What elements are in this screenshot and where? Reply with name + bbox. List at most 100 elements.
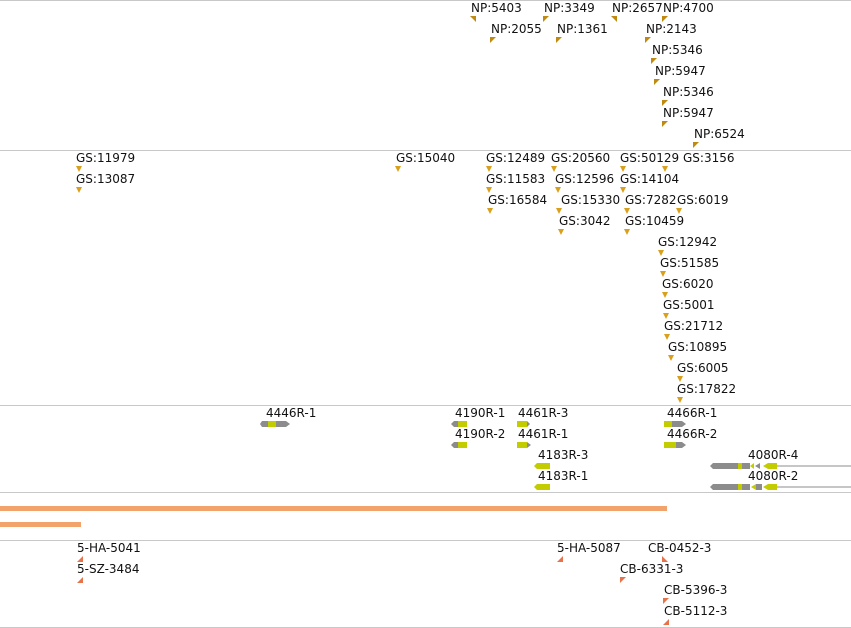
- gene-label[interactable]: 4183R-3: [538, 448, 589, 462]
- gene-label[interactable]: 4190R-2: [455, 427, 506, 441]
- gene-label[interactable]: 4466R-2: [667, 427, 718, 441]
- gs-feature-label[interactable]: GS:3042: [559, 214, 611, 228]
- gene-label[interactable]: 4080R-2: [748, 469, 799, 483]
- gs-marker-icon[interactable]: [395, 166, 401, 172]
- gs-feature-label[interactable]: GS:50129: [620, 151, 680, 165]
- gs-marker-icon[interactable]: [663, 313, 669, 319]
- clone-label[interactable]: 5-HA-5087: [557, 541, 621, 555]
- np-feature-label[interactable]: NP:1361: [557, 22, 608, 36]
- gene-model-glyph[interactable]: [664, 442, 686, 448]
- gene-label[interactable]: 4190R-1: [455, 406, 506, 420]
- gs-feature-label[interactable]: GS:21712: [664, 319, 724, 333]
- gs-marker-icon[interactable]: [658, 250, 664, 256]
- clone-marker-icon[interactable]: [663, 598, 669, 604]
- gs-marker-icon[interactable]: [486, 166, 492, 172]
- gene-model-glyph[interactable]: [534, 484, 550, 490]
- gene-model-glyph[interactable]: [260, 421, 290, 427]
- gs-marker-icon[interactable]: [76, 187, 82, 193]
- coverage-bar[interactable]: [0, 522, 81, 527]
- gs-feature-label[interactable]: GS:3156: [683, 151, 735, 165]
- gene-model-glyph[interactable]: [451, 421, 467, 427]
- clone-label[interactable]: CB-0452-3: [648, 541, 712, 555]
- clone-label[interactable]: CB-6331-3: [620, 562, 684, 576]
- gene-label[interactable]: 4466R-1: [667, 406, 718, 420]
- clone-label[interactable]: CB-5396-3: [664, 583, 728, 597]
- gs-marker-icon[interactable]: [556, 208, 562, 214]
- gs-marker-icon[interactable]: [677, 376, 683, 382]
- gs-marker-icon[interactable]: [551, 166, 557, 172]
- clone-marker-icon[interactable]: [557, 556, 563, 562]
- coverage-bar[interactable]: [0, 506, 667, 511]
- np-feature-label[interactable]: NP:5403: [471, 1, 522, 15]
- gs-feature-label[interactable]: GS:11979: [76, 151, 136, 165]
- np-marker-icon[interactable]: [662, 100, 668, 106]
- gene-model-glyph[interactable]: [517, 442, 531, 448]
- clone-label[interactable]: 5-HA-5041: [77, 541, 141, 555]
- gs-feature-label[interactable]: GS:17822: [677, 382, 737, 396]
- gs-feature-label[interactable]: GS:15330: [561, 193, 621, 207]
- gs-feature-label[interactable]: GS:51585: [660, 256, 720, 270]
- gs-feature-label[interactable]: GS:10895: [668, 340, 728, 354]
- clone-marker-icon[interactable]: [662, 556, 668, 562]
- np-marker-icon[interactable]: [470, 16, 476, 22]
- gs-feature-label[interactable]: GS:15040: [396, 151, 456, 165]
- gs-marker-icon[interactable]: [620, 187, 626, 193]
- np-marker-icon[interactable]: [651, 58, 657, 64]
- clone-marker-icon[interactable]: [620, 577, 626, 583]
- gs-marker-icon[interactable]: [660, 271, 666, 277]
- gene-label[interactable]: 4461R-1: [518, 427, 569, 441]
- gs-marker-icon[interactable]: [486, 187, 492, 193]
- np-marker-icon[interactable]: [693, 142, 699, 148]
- gs-feature-label[interactable]: GS:10459: [625, 214, 685, 228]
- np-feature-label[interactable]: NP:2657: [612, 1, 663, 15]
- clone-marker-icon[interactable]: [77, 577, 83, 583]
- gs-marker-icon[interactable]: [624, 208, 630, 214]
- gs-feature-label[interactable]: GS:6019: [677, 193, 729, 207]
- np-feature-label[interactable]: NP:5346: [663, 85, 714, 99]
- np-feature-label[interactable]: NP:3349: [544, 1, 595, 15]
- gs-feature-label[interactable]: GS:12596: [555, 172, 615, 186]
- gs-marker-icon[interactable]: [677, 397, 683, 403]
- gene-label[interactable]: 4461R-3: [518, 406, 569, 420]
- gs-feature-label[interactable]: GS:11583: [486, 172, 546, 186]
- gs-marker-icon[interactable]: [620, 166, 626, 172]
- gs-feature-label[interactable]: GS:7282: [625, 193, 677, 207]
- np-marker-icon[interactable]: [490, 37, 496, 43]
- gs-feature-label[interactable]: GS:12489: [486, 151, 546, 165]
- np-marker-icon[interactable]: [611, 16, 617, 22]
- gs-feature-label[interactable]: GS:6020: [662, 277, 714, 291]
- np-marker-icon[interactable]: [662, 121, 668, 127]
- gs-marker-icon[interactable]: [624, 229, 630, 235]
- gs-feature-label[interactable]: GS:20560: [551, 151, 611, 165]
- gs-marker-icon[interactable]: [676, 208, 682, 214]
- clone-label[interactable]: 5-SZ-3484: [77, 562, 140, 576]
- clone-marker-icon[interactable]: [77, 556, 83, 562]
- np-marker-icon[interactable]: [645, 37, 651, 43]
- gs-feature-label[interactable]: GS:13087: [76, 172, 136, 186]
- gene-model-glyph[interactable]: [517, 421, 530, 427]
- gs-marker-icon[interactable]: [558, 229, 564, 235]
- gs-feature-label[interactable]: GS:14104: [620, 172, 680, 186]
- gs-feature-label[interactable]: GS:12942: [658, 235, 718, 249]
- np-feature-label[interactable]: NP:6524: [694, 127, 745, 141]
- gs-feature-label[interactable]: GS:5001: [663, 298, 715, 312]
- gs-marker-icon[interactable]: [76, 166, 82, 172]
- np-marker-icon[interactable]: [543, 16, 549, 22]
- np-marker-icon[interactable]: [662, 16, 668, 22]
- gene-model-glyph[interactable]: [710, 463, 851, 469]
- gene-label[interactable]: 4080R-4: [748, 448, 799, 462]
- np-marker-icon[interactable]: [556, 37, 562, 43]
- gene-model-glyph[interactable]: [451, 442, 467, 448]
- gene-model-glyph[interactable]: [664, 421, 686, 427]
- gene-label[interactable]: 4183R-1: [538, 469, 589, 483]
- clone-label[interactable]: CB-5112-3: [664, 604, 728, 618]
- gs-marker-icon[interactable]: [487, 208, 493, 214]
- gs-feature-label[interactable]: GS:6005: [677, 361, 729, 375]
- np-feature-label[interactable]: NP:2143: [646, 22, 697, 36]
- gs-marker-icon[interactable]: [662, 166, 668, 172]
- gs-feature-label[interactable]: GS:16584: [488, 193, 548, 207]
- np-feature-label[interactable]: NP:5346: [652, 43, 703, 57]
- np-marker-icon[interactable]: [654, 79, 660, 85]
- np-feature-label[interactable]: NP:2055: [491, 22, 542, 36]
- gs-marker-icon[interactable]: [668, 355, 674, 361]
